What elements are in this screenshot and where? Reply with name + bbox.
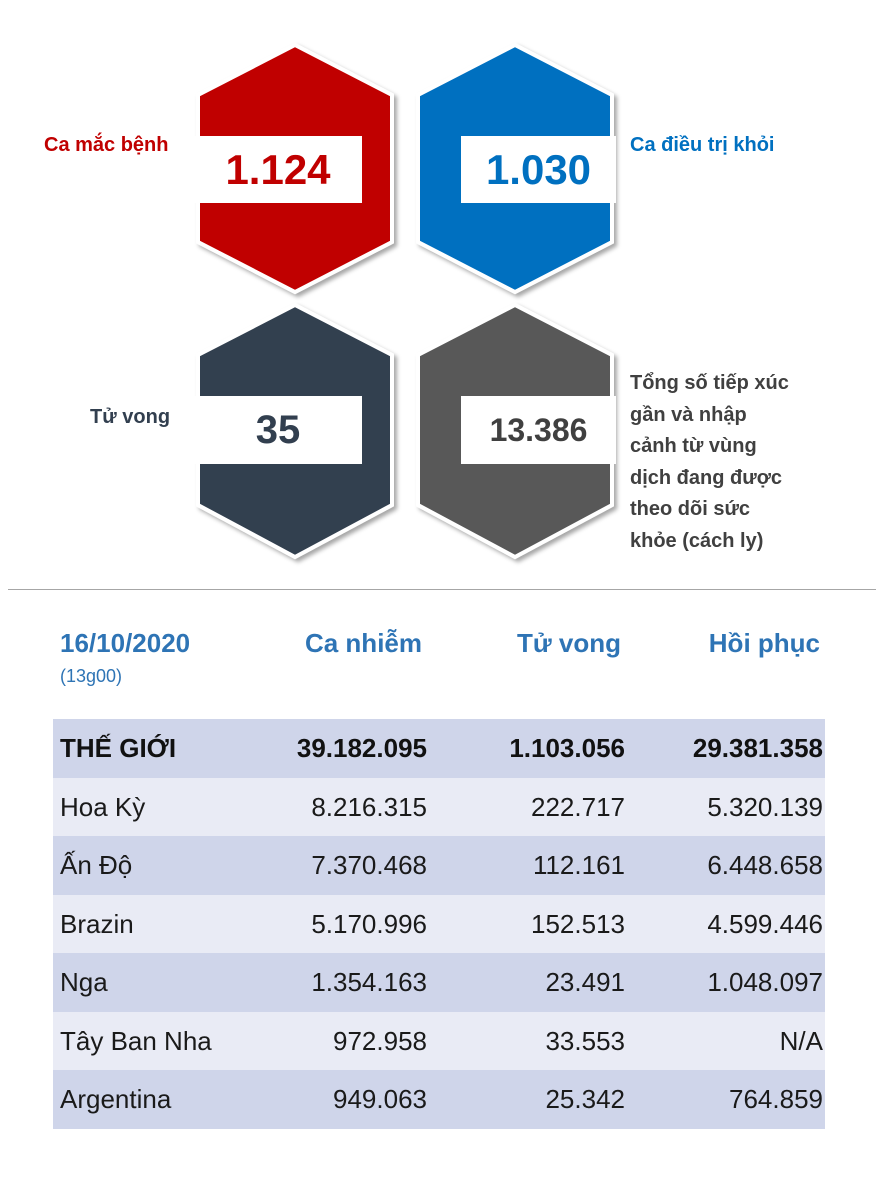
table-row-world: THẾ GIỚI 39.182.095 1.103.056 29.381.358 — [53, 719, 825, 778]
deaths-value: 35 — [194, 396, 362, 464]
country-name: Nga — [60, 967, 108, 997]
table-header: 16/10/2020 (13g00) Ca nhiễm Tử vong Hồi … — [53, 620, 825, 710]
monitored-label-line: Tổng số tiếp xúc — [630, 372, 789, 394]
recovered-cell: 5.320.139 — [707, 791, 823, 822]
table-row: Nga 1.354.163 23.491 1.048.097 — [53, 953, 825, 1012]
deaths-label: Tử vong — [90, 406, 171, 428]
deaths-cell: 33.553 — [545, 1025, 625, 1056]
cases-cell: 949.063 — [333, 1084, 427, 1114]
country-name: Tây Ban Nha — [60, 1025, 212, 1056]
deaths-cell: 23.491 — [545, 967, 625, 997]
monitored-label-line: gần và nhập — [630, 403, 747, 426]
deaths-cell: 112.161 — [532, 850, 625, 880]
recovered-cell: 4.599.446 — [707, 908, 823, 939]
cases-cell: 7.370.468 — [311, 850, 427, 880]
recovered-label: Ca điều trị khỏi — [630, 134, 775, 156]
table-row: Argentina 949.063 25.342 764.859 — [53, 1070, 825, 1129]
monitored-label-line: khỏe (cách ly) — [630, 529, 764, 552]
country-name: Ấn Độ — [60, 850, 133, 880]
cases-cell: 8.216.315 — [311, 791, 427, 822]
stats-panel: 1.124 1.030 35 13.386 Ca mắc bệnh Ca điề… — [0, 0, 888, 590]
cases-cell: 1.354.163 — [311, 967, 427, 997]
country-name: Brazin — [60, 908, 134, 939]
monitored-label-line: dịch đang được — [630, 466, 783, 489]
country-name: Argentina — [60, 1084, 172, 1114]
table-date: 16/10/2020 — [60, 628, 191, 658]
country-table: THẾ GIỚI 39.182.095 1.103.056 29.381.358… — [53, 719, 825, 1129]
cases-cell: 5.170.996 — [311, 908, 427, 939]
deaths-cell: 1.103.056 — [509, 733, 625, 763]
table-time: (13g00) — [60, 666, 123, 686]
table-row: Ấn Độ 7.370.468 112.161 6.448.658 — [53, 836, 825, 895]
table-row: Hoa Kỳ 8.216.315 222.717 5.320.139 — [53, 777, 825, 836]
cases-cell: 39.182.095 — [296, 733, 427, 763]
monitored-value: 13.386 — [461, 396, 616, 464]
deaths-cell: 152.513 — [531, 908, 625, 939]
deaths-cell: 222.717 — [531, 791, 625, 822]
recovered-value: 1.030 — [461, 136, 616, 203]
recovered-cell: 6.448.658 — [707, 850, 823, 880]
recovered-cell: 1.048.097 — [707, 967, 823, 997]
header-cases: Ca nhiễm — [304, 628, 422, 658]
recovered-cell: 764.859 — [729, 1084, 823, 1114]
country-name: Hoa Kỳ — [60, 791, 146, 822]
cases-label: Ca mắc bệnh — [44, 134, 169, 156]
recovered-cell: N/A — [779, 1025, 823, 1056]
table-row: Tây Ban Nha 972.958 33.553 N/A — [53, 1011, 825, 1070]
header-deaths: Tử vong — [516, 628, 621, 658]
header-recovered: Hồi phục — [708, 628, 820, 658]
table-row: Brazin 5.170.996 152.513 4.599.446 — [53, 894, 825, 953]
monitored-label: Tổng số tiếp xúc gần và nhập cảnh từ vùn… — [630, 368, 789, 557]
monitored-label-line: theo dõi sức — [630, 498, 751, 520]
country-name: THẾ GIỚI — [60, 733, 177, 763]
section-divider — [8, 589, 876, 590]
cases-value: 1.124 — [194, 136, 362, 203]
cases-cell: 972.958 — [333, 1025, 427, 1056]
deaths-cell: 25.342 — [545, 1084, 625, 1114]
monitored-label-line: cảnh từ vùng — [630, 435, 757, 457]
recovered-cell: 29.381.358 — [692, 733, 823, 763]
